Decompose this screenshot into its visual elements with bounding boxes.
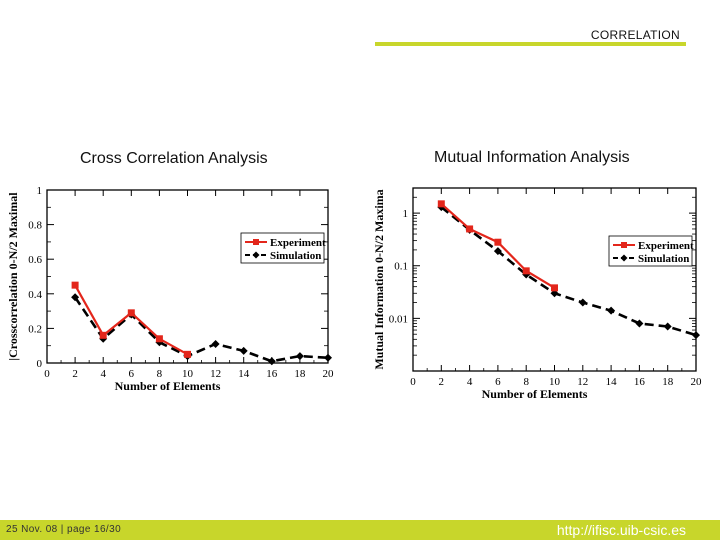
- data-point-simulation: [578, 298, 587, 307]
- x-tick-label: 14: [606, 376, 618, 388]
- legend-label-simulation: Simulation: [638, 253, 689, 265]
- legend-label-experiment: Experiment: [638, 240, 694, 252]
- legend-box: [608, 235, 693, 267]
- y-tick-label: 0.1: [394, 261, 408, 273]
- legend-label-experiment: Experiment: [270, 237, 326, 249]
- data-point-experiment: [71, 281, 79, 289]
- data-point-experiment: [155, 335, 163, 343]
- x-tick-label: 0: [410, 376, 416, 388]
- data-point-experiment: [522, 267, 530, 275]
- section-title: CORRELATION: [590, 28, 680, 42]
- legend-marker-simulation: [620, 254, 628, 262]
- x-tick-label: 4: [467, 376, 473, 388]
- legend-marker-experiment: [621, 242, 627, 248]
- x-tick-label: 16: [634, 376, 646, 388]
- x-tick-label: 8: [523, 376, 529, 388]
- legend-label-simulation: Simulation: [270, 250, 321, 262]
- y-axis-label: |Crosscorrelation 0-N/2 Maximal: [6, 192, 20, 361]
- data-point-experiment: [99, 331, 107, 339]
- chart-title-mutual-information: Mutual Information Analysis: [434, 149, 630, 166]
- x-tick-label: 6: [129, 368, 135, 380]
- data-point-simulation: [635, 319, 644, 328]
- x-tick-label: 0: [44, 368, 50, 380]
- plot-frame: [46, 189, 329, 364]
- data-point-simulation: [295, 352, 304, 361]
- x-tick-label: 12: [210, 368, 221, 380]
- x-tick-label: 4: [100, 368, 106, 380]
- x-tick-label: 16: [266, 368, 278, 380]
- data-point-simulation: [267, 357, 276, 366]
- x-tick-label: 10: [549, 376, 561, 388]
- x-tick-label: 20: [323, 368, 335, 380]
- x-tick-label: 12: [577, 376, 588, 388]
- cross-correlation-chart: 0 2 4 6 8 10 12 14 16 18 20 0 0.2 0.4 0.6 0.8 1 Number of…: [6, 185, 335, 393]
- data-point-experiment: [494, 238, 502, 246]
- y-tick-label: 1: [37, 185, 43, 197]
- y-tick-label: 1: [403, 208, 409, 220]
- series-line-experiment: [440, 203, 556, 289]
- x-tick-label: 20: [691, 376, 703, 388]
- x-tick-label: 6: [495, 376, 501, 388]
- footer-bar: 25 Nov. 08 | page 16/30 http://ifisc.uib…: [0, 520, 720, 540]
- x-tick-label: 10: [182, 368, 194, 380]
- x-tick-label: 14: [238, 368, 250, 380]
- footer-date-page: 25 Nov. 08 | page 16/30: [6, 524, 122, 535]
- y-tick-label: 0.2: [28, 323, 42, 335]
- y-tick-label: 0.8: [28, 220, 42, 232]
- series-line-experiment: [74, 284, 189, 356]
- y-tick-label: 0.4: [28, 289, 42, 301]
- mutual-information-chart: 0 2 4 6 8 10 12 14 16 18 20 0.01 0.1 1 Number of Eleme…: [372, 187, 703, 401]
- data-point-simulation: [239, 346, 248, 355]
- legend-box: [240, 232, 325, 264]
- footer-url-link[interactable]: http://ifisc.uib-csic.es: [556, 522, 686, 538]
- x-tick-label: 18: [662, 376, 674, 388]
- data-point-experiment: [551, 284, 558, 292]
- series-line-simulation: [440, 206, 697, 337]
- x-tick-label: 2: [439, 376, 445, 388]
- y-tick-label: 0.6: [28, 254, 42, 266]
- y-tick-label: 0.01: [389, 313, 408, 325]
- data-point-experiment: [127, 309, 135, 317]
- data-point-simulation: [211, 339, 220, 348]
- x-tick-label: 18: [294, 368, 306, 380]
- legend-marker-simulation: [252, 251, 260, 259]
- x-tick-label: 2: [72, 368, 78, 380]
- data-point-experiment: [184, 350, 191, 358]
- data-point-simulation: [493, 247, 502, 256]
- data-point-simulation: [663, 322, 672, 331]
- x-axis-label: Number of Elements: [115, 379, 221, 393]
- data-point-experiment: [437, 200, 445, 208]
- legend-marker-experiment: [253, 239, 259, 245]
- x-tick-label: 8: [157, 368, 163, 380]
- y-tick-label: 0: [37, 358, 43, 370]
- section-accent-rule: [375, 42, 686, 46]
- data-point-simulation: [71, 293, 80, 302]
- series-line-simulation: [74, 296, 329, 363]
- data-point-simulation: [607, 306, 616, 315]
- data-point-simulation: [324, 353, 332, 362]
- data-point-experiment: [466, 225, 474, 233]
- data-point-simulation: [692, 331, 700, 340]
- x-axis-label: Number of Elements: [482, 387, 588, 401]
- y-axis-label: Mutual Information 0-N/2 Maxima: [372, 189, 386, 369]
- chart-title-cross-correlation: Cross Correlation Analysis: [80, 150, 268, 167]
